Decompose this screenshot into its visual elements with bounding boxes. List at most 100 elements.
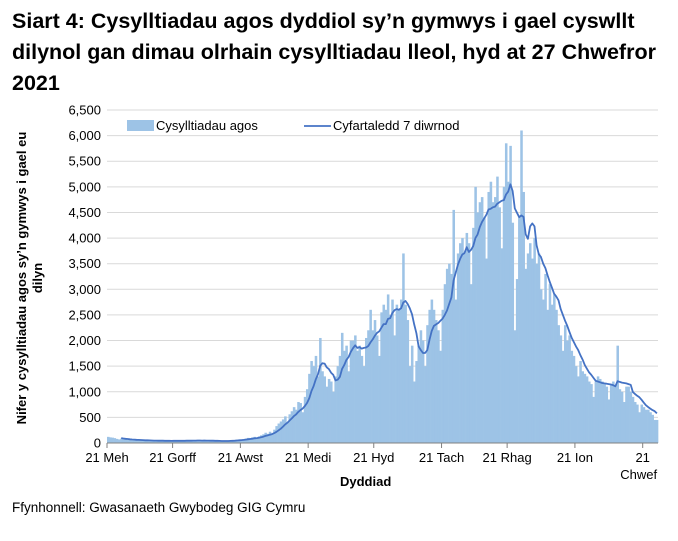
bar: [264, 432, 267, 443]
legend-label-bars: Cysylltiadau agos: [156, 118, 258, 133]
bar: [292, 407, 296, 443]
bar: [588, 381, 591, 443]
bar: [290, 411, 294, 443]
bar: [441, 309, 445, 443]
bar: [340, 332, 344, 443]
bar: [338, 355, 342, 443]
bar: [295, 409, 298, 443]
bar: [426, 325, 429, 443]
y-tick-label: 3,500: [68, 256, 101, 271]
bar: [220, 441, 224, 443]
bar: [472, 227, 475, 443]
bar: [596, 376, 600, 443]
bar: [511, 222, 515, 443]
bar: [445, 268, 449, 443]
legend: Cysylltiadau agos Cyfartaledd 7 diwrnod: [127, 118, 459, 133]
bar: [244, 438, 248, 443]
bar: [251, 437, 254, 443]
bar: [537, 253, 541, 443]
bar: [522, 191, 525, 443]
bar: [172, 440, 176, 443]
bar: [367, 330, 370, 443]
bar: [347, 371, 351, 443]
bar: [515, 279, 519, 443]
chart-title: Siart 4: Cysylltiadau agos dyddiol sy’n …: [12, 9, 656, 95]
bar: [443, 284, 447, 443]
bar: [205, 440, 208, 443]
bar: [286, 422, 289, 443]
bar: [592, 396, 595, 443]
average-line: [121, 183, 658, 442]
bar: [375, 335, 379, 443]
bar: [316, 376, 320, 443]
bar: [572, 355, 576, 443]
bar: [605, 386, 609, 443]
bar: [391, 299, 394, 443]
bar: [524, 268, 528, 443]
bar: [640, 404, 644, 443]
bar: [454, 299, 458, 443]
bar: [203, 440, 206, 443]
x-tick-label: 21 Hyd: [353, 450, 394, 465]
bar: [642, 407, 646, 443]
bar: [601, 381, 604, 443]
bar: [365, 337, 368, 443]
bar-series: [107, 130, 659, 444]
bar: [395, 304, 399, 443]
bar: [155, 440, 158, 443]
bar: [620, 391, 624, 443]
bar: [218, 440, 222, 443]
bar: [288, 414, 292, 443]
bar: [321, 371, 324, 443]
bar: [275, 426, 278, 443]
y-tick-label: 6,500: [68, 103, 101, 118]
bar: [491, 202, 495, 443]
bar: [434, 320, 438, 443]
bar: [559, 335, 563, 443]
bar: [369, 309, 372, 443]
bar: [124, 439, 128, 443]
bar: [349, 340, 353, 443]
bar: [371, 330, 375, 443]
bar: [535, 263, 539, 443]
bar: [498, 207, 501, 443]
y-tick-label: 3,000: [68, 282, 101, 297]
y-tick-label: 1,500: [68, 359, 101, 374]
bar: [170, 440, 173, 443]
bar: [614, 386, 617, 443]
bar: [563, 325, 567, 443]
bar: [568, 335, 571, 443]
bar: [380, 312, 383, 443]
bar: [465, 232, 469, 443]
bar: [141, 440, 145, 443]
legend-swatch-bars: [127, 120, 154, 131]
bar: [386, 294, 390, 443]
bar: [528, 243, 532, 443]
bar: [150, 440, 154, 443]
bar: [577, 376, 580, 443]
y-tick-label: 0: [94, 436, 101, 451]
bar: [325, 386, 329, 443]
bar: [314, 355, 318, 443]
bar: [257, 436, 261, 443]
bar: [246, 437, 250, 443]
bar: [249, 438, 252, 443]
y-tick-label: 4,500: [68, 205, 101, 220]
bar: [463, 253, 466, 443]
bar: [583, 373, 587, 443]
bar: [419, 330, 423, 443]
bar: [452, 209, 456, 443]
bar: [174, 440, 178, 443]
bar: [384, 309, 388, 443]
bar: [192, 440, 195, 443]
y-tick-label: 5,000: [68, 179, 101, 194]
bar: [113, 438, 117, 443]
bar: [618, 389, 622, 443]
bar: [345, 345, 348, 443]
bar: [135, 439, 138, 443]
bar: [131, 440, 134, 443]
bar: [480, 197, 484, 443]
bar: [109, 437, 112, 443]
bar: [476, 212, 480, 443]
bar: [284, 416, 287, 443]
